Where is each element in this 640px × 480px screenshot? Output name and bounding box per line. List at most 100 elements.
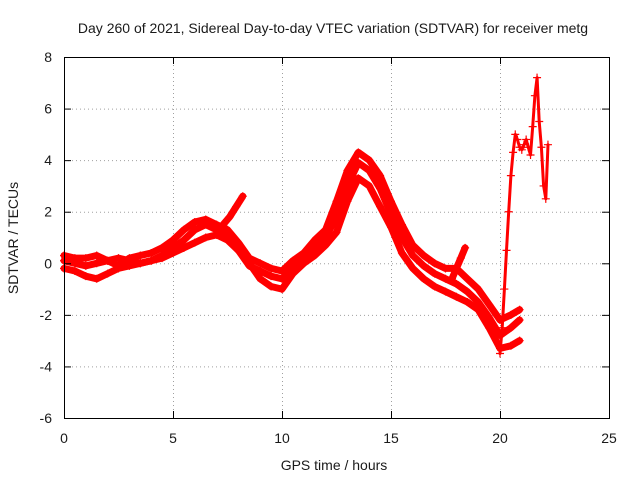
data-point: [504, 207, 513, 216]
data-point: [365, 156, 374, 165]
y-tick-label: -4: [40, 358, 53, 374]
data-point: [502, 246, 511, 255]
data-point: [256, 267, 265, 276]
data-point: [408, 241, 417, 250]
data-point: [81, 272, 90, 281]
data-point: [92, 259, 101, 268]
data-point: [519, 140, 528, 149]
data-point: [92, 274, 101, 283]
data-point: [430, 269, 439, 278]
y-tick-label: -6: [40, 410, 53, 426]
data-point: [535, 117, 544, 126]
data-point: [543, 140, 552, 149]
data-point: [463, 297, 472, 306]
data-point: [419, 261, 428, 270]
data-point: [452, 279, 461, 288]
data-series: [60, 73, 552, 358]
data-point: [474, 285, 483, 294]
data-point: [500, 285, 509, 294]
data-point: [103, 269, 112, 278]
chart-title: Day 260 of 2021, Sidereal Day-to-day VTE…: [78, 20, 588, 36]
series-trace: [498, 76, 550, 355]
y-tick-label: -2: [40, 307, 53, 323]
data-point: [190, 225, 199, 234]
data-point: [201, 215, 210, 224]
data-point: [190, 238, 199, 247]
data-point: [278, 274, 286, 283]
data-point: [452, 292, 461, 301]
x-tick-label: 0: [60, 430, 68, 446]
data-point: [517, 145, 526, 154]
data-point: [136, 251, 145, 260]
data-point: [232, 202, 241, 211]
y-axis-label: SDTVAR / TECUs: [5, 182, 21, 294]
data-point: [103, 256, 112, 265]
data-point: [376, 171, 385, 180]
y-tick-label: 8: [44, 49, 52, 65]
data-point: [515, 305, 524, 314]
data-point: [299, 248, 308, 257]
y-tick-label: 2: [44, 204, 52, 220]
data-point: [238, 192, 247, 201]
data-point: [528, 122, 537, 131]
y-tick-label: 4: [44, 152, 52, 168]
data-point: [524, 143, 533, 152]
x-tick-label: 15: [383, 430, 399, 446]
data-point: [452, 264, 461, 273]
data-point: [430, 282, 439, 291]
data-point: [310, 251, 319, 260]
data-point: [515, 316, 524, 325]
x-tick-label: 25: [601, 430, 617, 446]
data-point: [179, 225, 188, 234]
data-point: [419, 274, 428, 283]
data-point: [397, 248, 406, 257]
data-point: [498, 323, 507, 332]
data-point: [496, 349, 504, 358]
series-branch-hour18: [448, 243, 470, 283]
data-point: [463, 287, 472, 296]
data-point: [288, 256, 297, 265]
data-point: [506, 310, 515, 319]
data-point: [387, 197, 395, 206]
data-point: [321, 241, 330, 250]
data-point: [419, 251, 428, 260]
data-point: [267, 272, 276, 281]
data-point: [70, 254, 79, 263]
data-point: [526, 150, 535, 159]
data-point: [365, 181, 374, 190]
data-point: [245, 254, 254, 263]
data-point: [474, 297, 483, 306]
data-point: [321, 225, 330, 234]
data-point: [448, 274, 457, 283]
data-point: [408, 264, 417, 273]
x-axis-label: GPS time / hours: [281, 457, 388, 473]
data-point: [365, 166, 374, 175]
data-point: [332, 197, 341, 206]
data-point: [509, 148, 518, 157]
data-point: [310, 236, 319, 245]
data-point: [278, 267, 286, 276]
data-point: [537, 143, 546, 152]
data-point: [136, 259, 145, 268]
data-point: [179, 243, 188, 252]
data-point: [506, 341, 515, 350]
data-point: [530, 91, 539, 100]
data-point: [441, 264, 450, 273]
data-point: [461, 243, 470, 252]
x-tick-label: 10: [274, 430, 290, 446]
y-tick-label: 6: [44, 101, 52, 117]
data-point: [267, 264, 276, 273]
series-band-mid: [60, 158, 524, 340]
data-point: [397, 220, 406, 229]
data-point: [485, 313, 494, 322]
data-point: [354, 148, 363, 157]
data-point: [245, 261, 254, 270]
data-point: [533, 73, 542, 82]
data-point: [201, 233, 210, 242]
data-point: [522, 135, 531, 144]
data-point: [190, 218, 199, 227]
data-point: [343, 166, 352, 175]
data-point: [147, 248, 156, 257]
data-point: [321, 233, 330, 242]
data-point: [256, 274, 265, 283]
